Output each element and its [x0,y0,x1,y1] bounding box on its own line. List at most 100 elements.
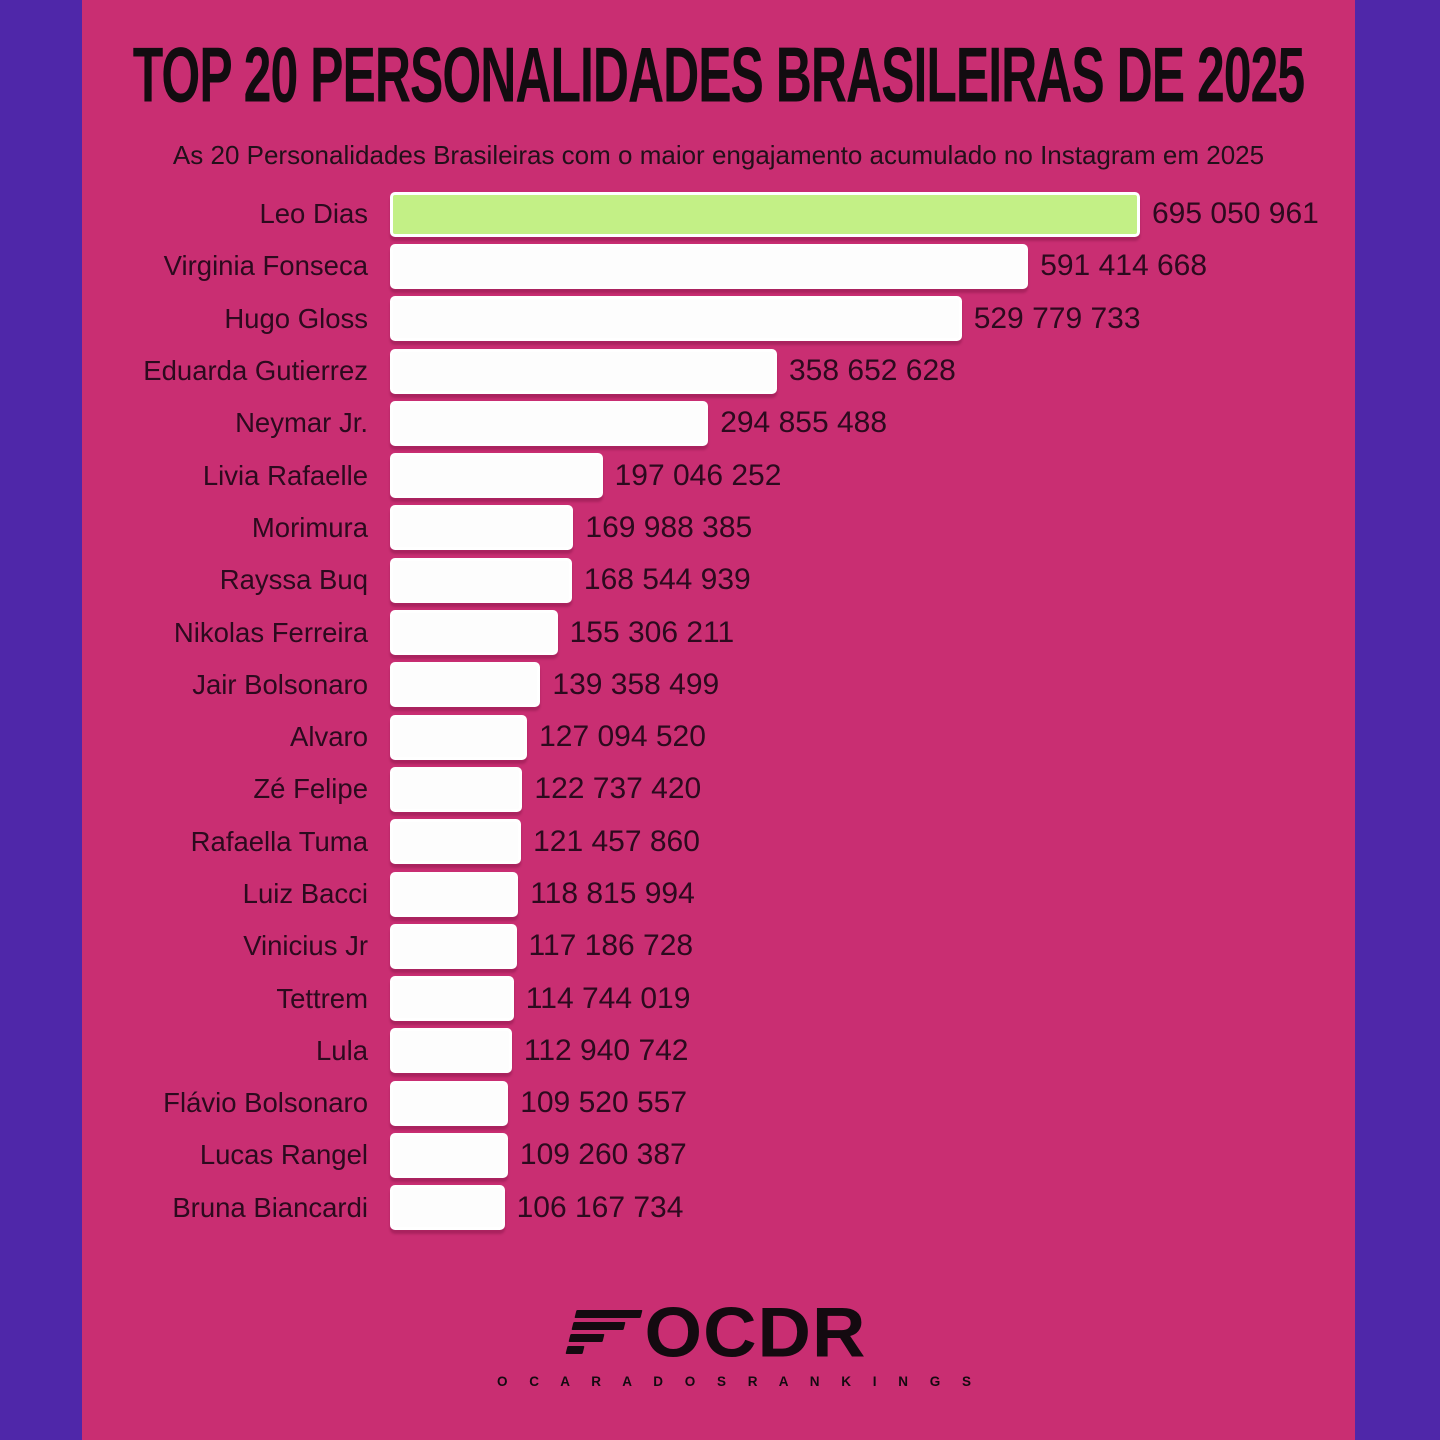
ocdr-stripes-icon [565,1310,643,1354]
chart-row: Lucas Rangel 109 260 387 [82,1129,1355,1181]
bar-value-label: 529 779 733 [973,301,1141,335]
bar [390,1132,508,1178]
bar [390,662,541,708]
bar [390,610,558,656]
bar-track: 358 652 628 [390,345,1355,397]
bar-value-label: 294 855 488 [720,406,888,440]
page-subtitle: As 20 Personalidades Brasileiras com o m… [172,140,1265,170]
chart-row: Bruna Biancardi 106 167 734 [82,1182,1355,1234]
bar [390,557,572,603]
bar-track: 139 358 499 [390,659,1355,711]
bar-value-label: 695 050 961 [1152,197,1319,231]
bar-track: 109 260 387 [390,1129,1355,1181]
bar-category-label: Lula [316,1034,368,1066]
bar-track: 155 306 211 [390,606,1355,658]
bar-value-label: 112 940 742 [523,1033,689,1067]
bar-value-label: 139 358 499 [552,667,720,701]
chart-row: Rafaella Tuma 121 457 860 [82,816,1355,868]
bar-category-label: Neymar Jr. [235,407,368,439]
chart-row: Rayssa Buq 168 544 939 [82,554,1355,606]
bar-track: 169 988 385 [390,502,1355,554]
bar [390,923,517,969]
bar-track: 109 520 557 [390,1077,1355,1129]
bar [390,348,777,394]
bar [390,1185,505,1231]
chart-row: Nikolas Ferreira 155 306 211 [82,606,1355,658]
chart-row: Neymar Jr. 294 855 488 [82,397,1355,449]
bar-track: 197 046 252 [390,449,1355,501]
bar-value-label: 197 046 252 [614,458,782,492]
bar-value-label: 118 815 994 [530,877,695,910]
chart-row: Flávio Bolsonaro 109 520 557 [82,1077,1355,1129]
logo: OCDR [565,1293,867,1372]
chart-row: Livia Rafaelle 197 046 252 [82,449,1355,501]
bar [390,766,523,812]
bar-track: 121 457 860 [390,816,1355,868]
bar-value-label: 122 737 420 [534,772,702,806]
bar [390,819,522,865]
left-border-strip [0,0,82,1440]
bar-track: 114 744 019 [390,972,1355,1024]
chart-row: Morimura 169 988 385 [82,502,1355,554]
bar-category-label: Rayssa Buq [219,564,368,596]
logo-subtext: O C A R A D O S R A N K I N G S [496,1374,980,1389]
chart-row: Luiz Bacci 118 815 994 [82,868,1355,920]
chart-row: Hugo Gloss 529 779 733 [82,293,1355,345]
content-area: TOP 20 PERSONALIDADES BRASILEIRAS DE 202… [82,0,1355,1440]
header: TOP 20 PERSONALIDADES BRASILEIRAS DE 202… [82,32,1355,171]
bar-category-label: Leo Dias [259,198,368,230]
bar-track: 117 186 728 [390,920,1355,972]
bar-chart: Leo Dias 695 050 961 Virginia Fonseca 591 4… [82,188,1355,1234]
bar-value-label: 109 520 557 [520,1086,688,1120]
chart-row: Zé Felipe 122 737 420 [82,763,1355,815]
bar [390,871,519,917]
bar-value-label: 169 988 385 [585,510,753,544]
bar-category-label: Zé Felipe [253,773,368,805]
bar-value-label: 109 260 387 [519,1138,687,1172]
bar-category-label: Eduarda Gutierrez [143,355,368,387]
bar-category-label: Lucas Rangel [199,1139,368,1171]
bar-category-label: Virginia Fonseca [163,250,368,282]
chart-row: Eduarda Gutierrez 358 652 628 [82,345,1355,397]
chart-row: Vinicius Jr 117 186 728 [82,920,1355,972]
bar [390,1028,512,1074]
bar-category-label: Rafaella Tuma [190,825,368,857]
bar-track: 695 050 961 [390,188,1355,240]
bar-category-label: Hugo Gloss [224,302,368,334]
footer: OCDR O C A R A D O S R A N K I N G S [82,1296,1355,1389]
bar-track: 127 094 520 [390,711,1355,763]
bar [390,505,574,551]
bar-category-label: Tettrem [276,982,368,1014]
chart-row: Tettrem 114 744 019 [82,972,1355,1024]
right-border-strip [1355,0,1440,1440]
bar-category-label: Flávio Bolsonaro [163,1087,368,1119]
bar-track: 168 544 939 [390,554,1355,606]
page-title: TOP 20 PERSONALIDADES BRASILEIRAS DE 202… [132,31,1305,119]
chart-row: Jair Bolsonaro 139 358 499 [82,659,1355,711]
bar-value-label: 106 167 734 [516,1190,684,1224]
bar [390,453,603,499]
logo-text: OCDR [644,1293,867,1372]
bar-track: 294 855 488 [390,397,1355,449]
bar-value-label: 114 744 019 [525,981,691,1015]
bar-category-label: Nikolas Ferreira [173,616,368,648]
chart-row: Virginia Fonseca 591 414 668 [82,240,1355,292]
bar-category-label: Bruna Biancardi [172,1191,368,1223]
bar-category-label: Jair Bolsonaro [192,668,368,700]
bar-value-label: 591 414 668 [1040,249,1208,283]
bar-value-label: 117 186 728 [528,929,694,963]
bar-track: 529 779 733 [390,293,1355,345]
bar-highlighted [390,191,1140,237]
bar-category-label: Alvaro [290,721,368,753]
bar-track: 591 414 668 [390,240,1355,292]
bar [390,1080,509,1126]
chart-row: Lula 112 940 742 [82,1025,1355,1077]
bar-value-label: 155 306 211 [569,615,735,649]
bar-track: 122 737 420 [390,763,1355,815]
chart-row: Alvaro 127 094 520 [82,711,1355,763]
bar-category-label: Luiz Bacci [242,878,368,909]
bar-track: 118 815 994 [390,868,1355,920]
bar-value-label: 168 544 939 [583,563,751,597]
bar [390,296,962,342]
bar-value-label: 127 094 520 [539,720,706,754]
